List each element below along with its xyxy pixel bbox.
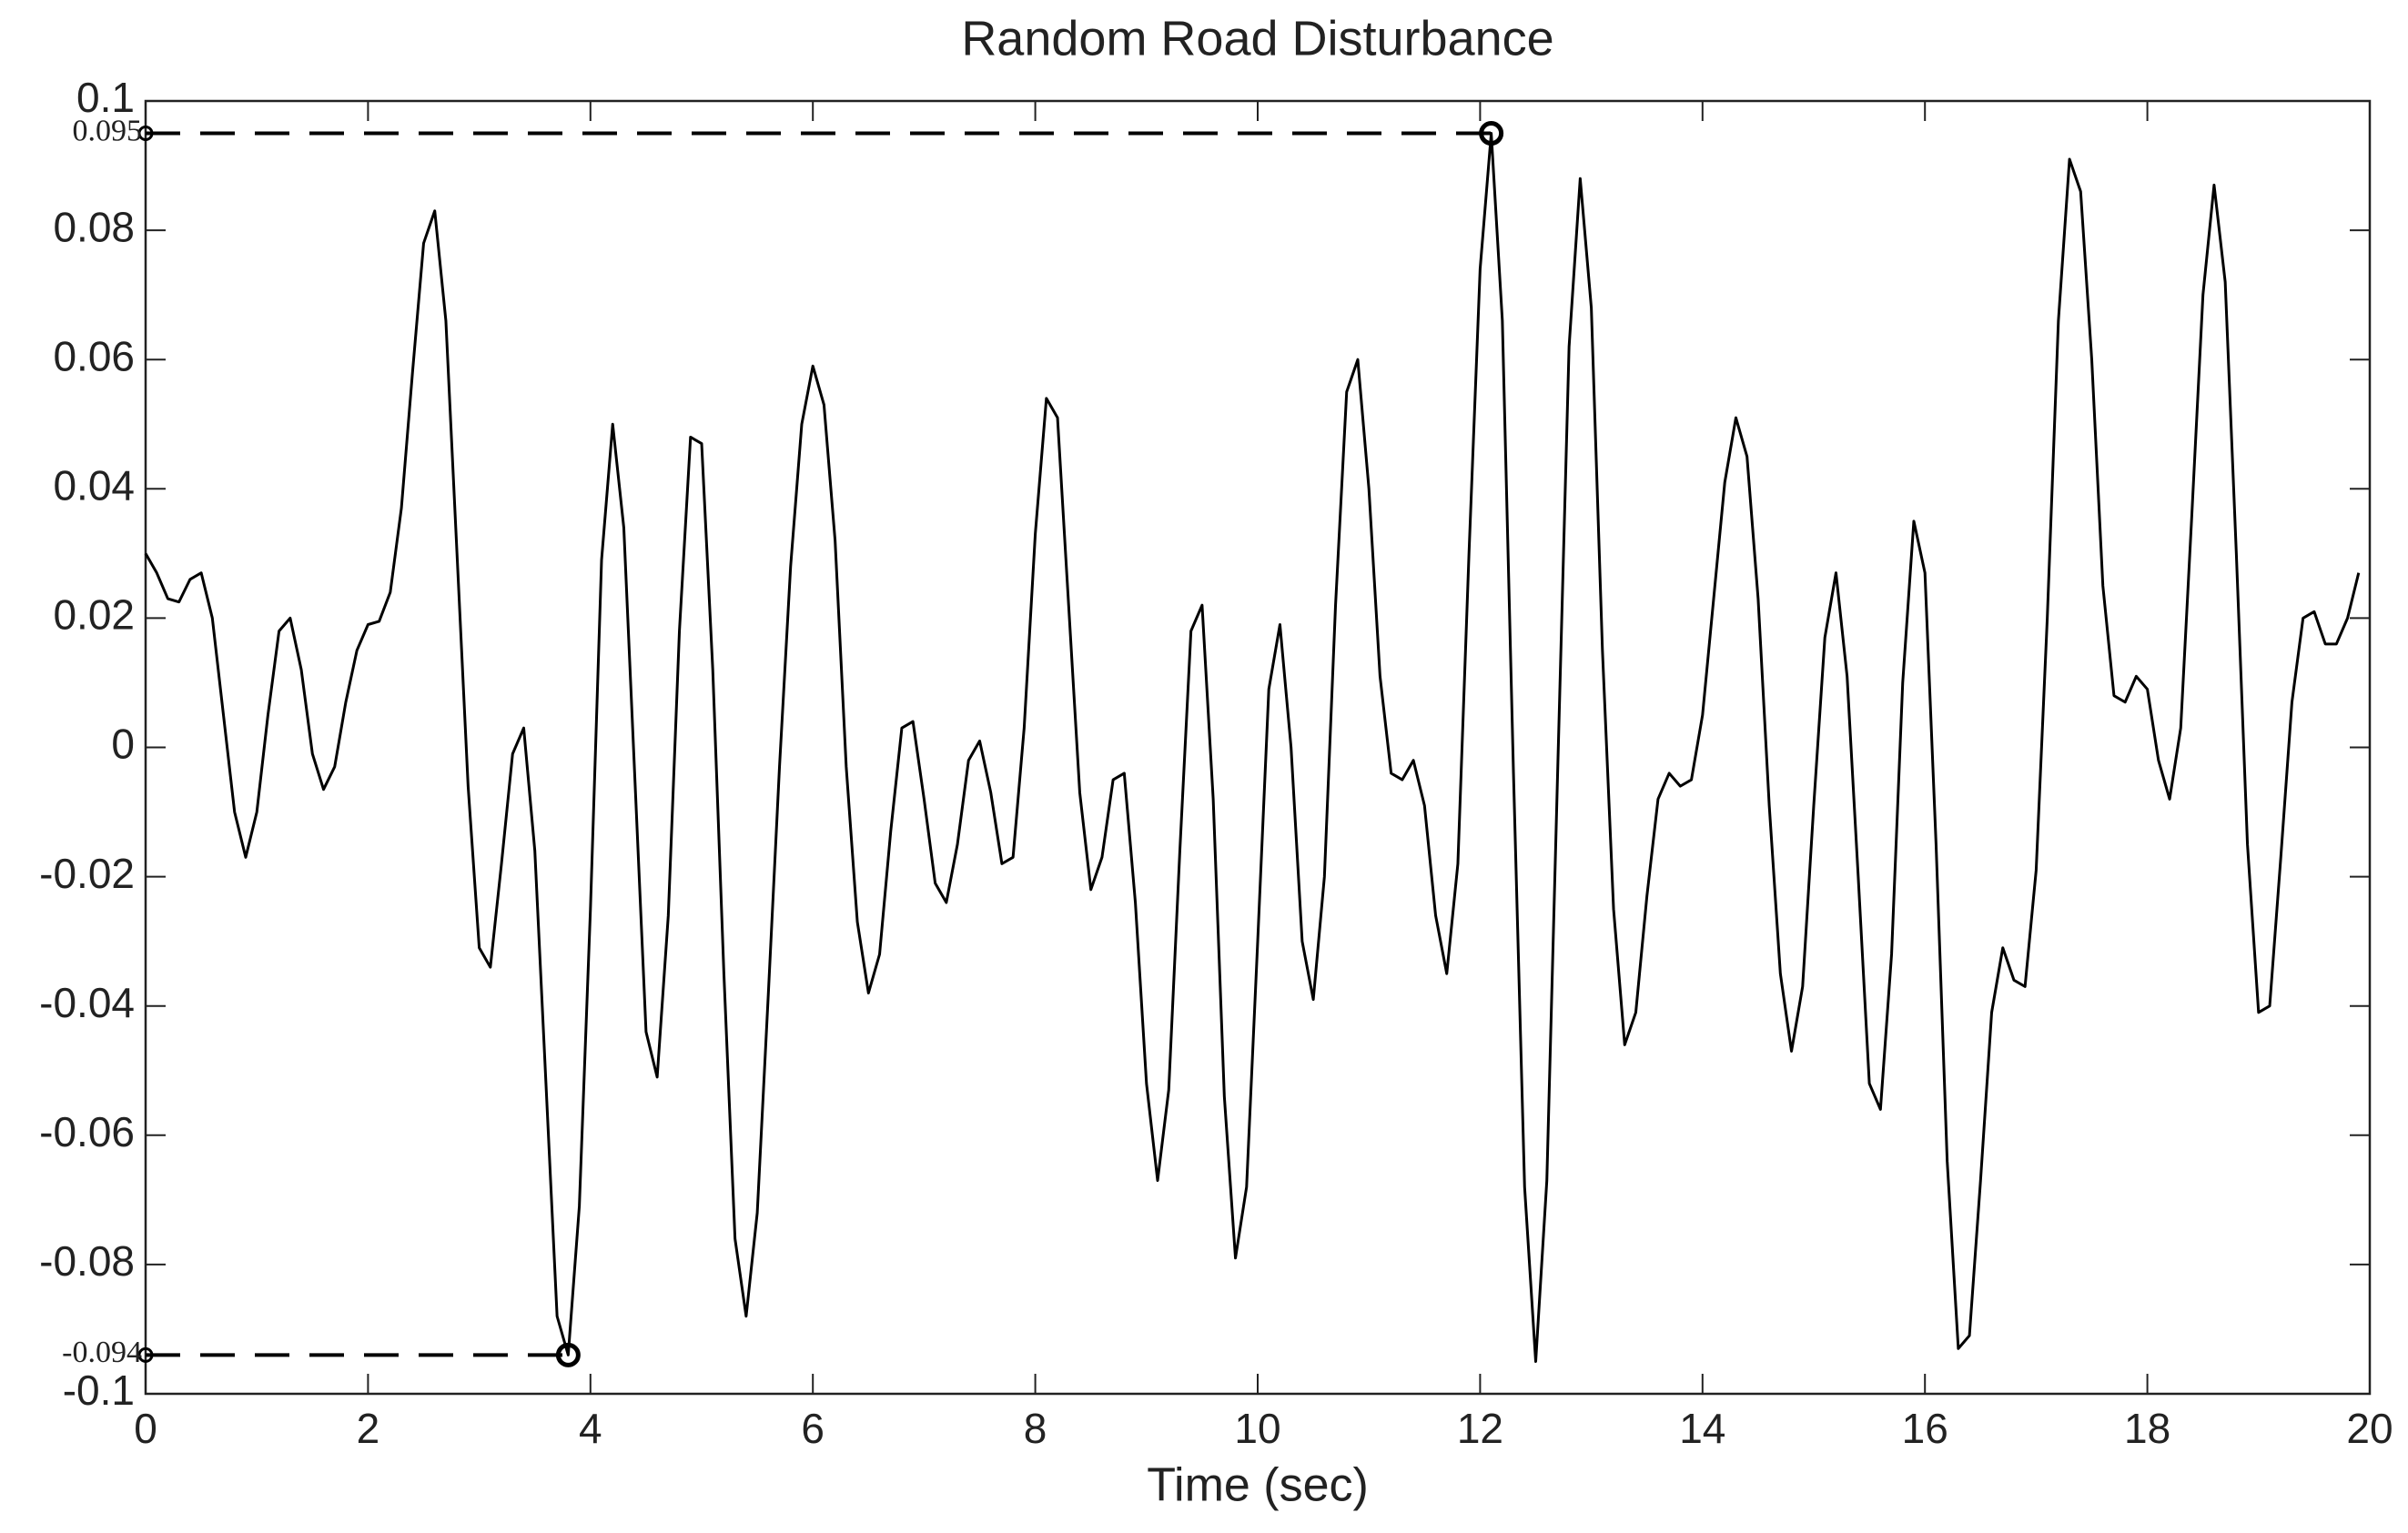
y-tick-label: 0.04: [53, 461, 135, 509]
annotation-point: [1479, 121, 1504, 146]
x-tick-label: 0: [134, 1405, 157, 1452]
y-tick-label: -0.04: [39, 979, 135, 1026]
annotation-axis-marker: [137, 126, 154, 142]
x-tick-label: 12: [1457, 1405, 1503, 1452]
y-tick-label: 0.08: [53, 203, 135, 250]
y-tick-label: -0.06: [39, 1108, 135, 1155]
plot-frame: [144, 99, 2372, 1396]
x-tick-label: 20: [2346, 1405, 2393, 1452]
y-tick-label: 0.02: [53, 591, 135, 639]
y-tick-label: 0: [111, 721, 135, 768]
x-axis-label: Time (sec): [1147, 1459, 1369, 1512]
x-tick-label: 4: [579, 1405, 602, 1452]
y-tick-label: -0.08: [39, 1237, 135, 1285]
x-tick-label: 8: [1024, 1405, 1047, 1452]
data-line: [144, 132, 2361, 1363]
x-tick-label: 14: [1679, 1405, 1725, 1452]
x-tick-label: 2: [357, 1405, 380, 1452]
annotation-label: 0.095: [73, 114, 143, 147]
annotation-label: -0.094: [62, 1336, 142, 1369]
y-tick-label: 0.06: [53, 332, 135, 379]
y-tick-label: 0.1: [76, 74, 135, 121]
y-tick-label: -0.02: [39, 850, 135, 897]
chart-title: Random Road Disturbance: [961, 11, 1553, 66]
x-tick-label: 10: [1234, 1405, 1280, 1452]
x-tick-label: 16: [1902, 1405, 1948, 1452]
y-tick-label: -0.1: [63, 1367, 135, 1414]
x-tick-label: 6: [801, 1405, 825, 1452]
annotation-axis-marker: [137, 1346, 154, 1363]
x-tick-label: 18: [2124, 1405, 2170, 1452]
annotation-point: [555, 1342, 581, 1367]
